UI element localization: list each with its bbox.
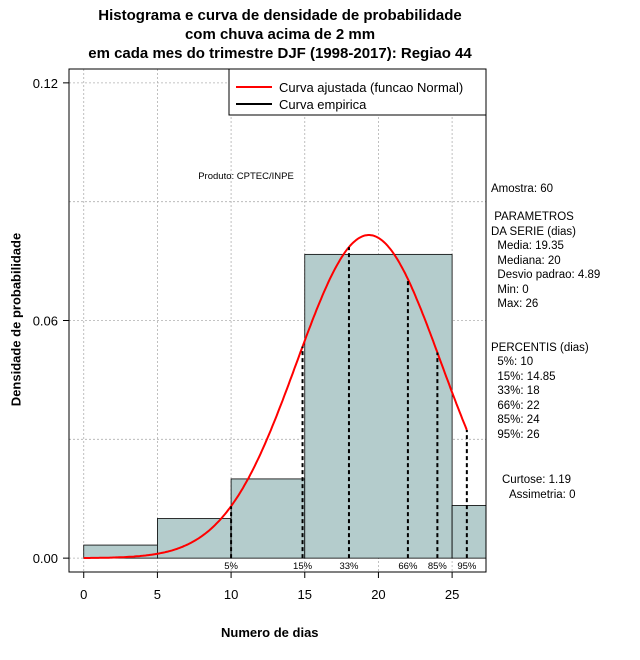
chart-title-line-3: em cada mes do trimestre DJF (1998-2017)… — [88, 45, 472, 62]
sample-size: Amostra: 60 — [491, 183, 553, 195]
histogram-bar-2 — [230, 478, 306, 559]
x-tick-label-1: 5 — [154, 587, 161, 602]
percentile-label-2: 33% — [339, 561, 359, 572]
normal-curve-line — [83, 234, 468, 559]
percentiles-values: 5%: 10 15%: 14.85 33%: 18 66%: 22 85%: 2… — [497, 356, 556, 441]
percentiles-title: PERCENTIS (dias) — [491, 342, 589, 354]
percentile-label-1: 15% — [293, 561, 313, 572]
x-tick-label-2: 10 — [224, 587, 238, 602]
percentile-label-5: 95% — [457, 561, 477, 572]
parameters-title: PARAMETROS DA SERIE (dias) — [491, 211, 576, 238]
y-tick-label-2: 0.12 — [33, 76, 58, 91]
x-axis-label: Numero de dias — [221, 625, 319, 640]
chart-title-line-2: com chuva acima de 2 mm — [184, 26, 376, 43]
y-tick-label-0: 0.00 — [33, 551, 58, 566]
parameters-values: Media: 19.35 Mediana: 20 Desvio padrao: … — [497, 240, 601, 310]
percentile-label-3: 66% — [398, 561, 418, 572]
percentile-label-0: 5% — [224, 561, 238, 572]
y-axis-label: Densidade de probabilidade — [8, 232, 24, 407]
skewness: Assimetria: 0 — [509, 489, 576, 501]
chart-title-line-1: Histograma e curva de densidade de proba… — [98, 7, 462, 24]
histogram-bar-4 — [451, 505, 486, 559]
y-tick-label-1: 0.06 — [33, 314, 58, 329]
legend-label-0: Curva ajustada (funcao Normal) — [279, 80, 463, 95]
product-annotation: Produto: CPTEC/INPE — [198, 171, 294, 182]
x-tick-label-3: 15 — [298, 587, 312, 602]
legend-label-1: Curva empirica — [279, 97, 367, 112]
percentile-label-4: 85% — [428, 561, 448, 572]
x-tick-label-5: 25 — [445, 587, 459, 602]
kurtosis: Curtose: 1.19 — [502, 474, 572, 486]
histogram-bar-3 — [304, 253, 453, 559]
x-tick-label-4: 20 — [371, 587, 385, 602]
x-tick-label-0: 0 — [80, 587, 87, 602]
